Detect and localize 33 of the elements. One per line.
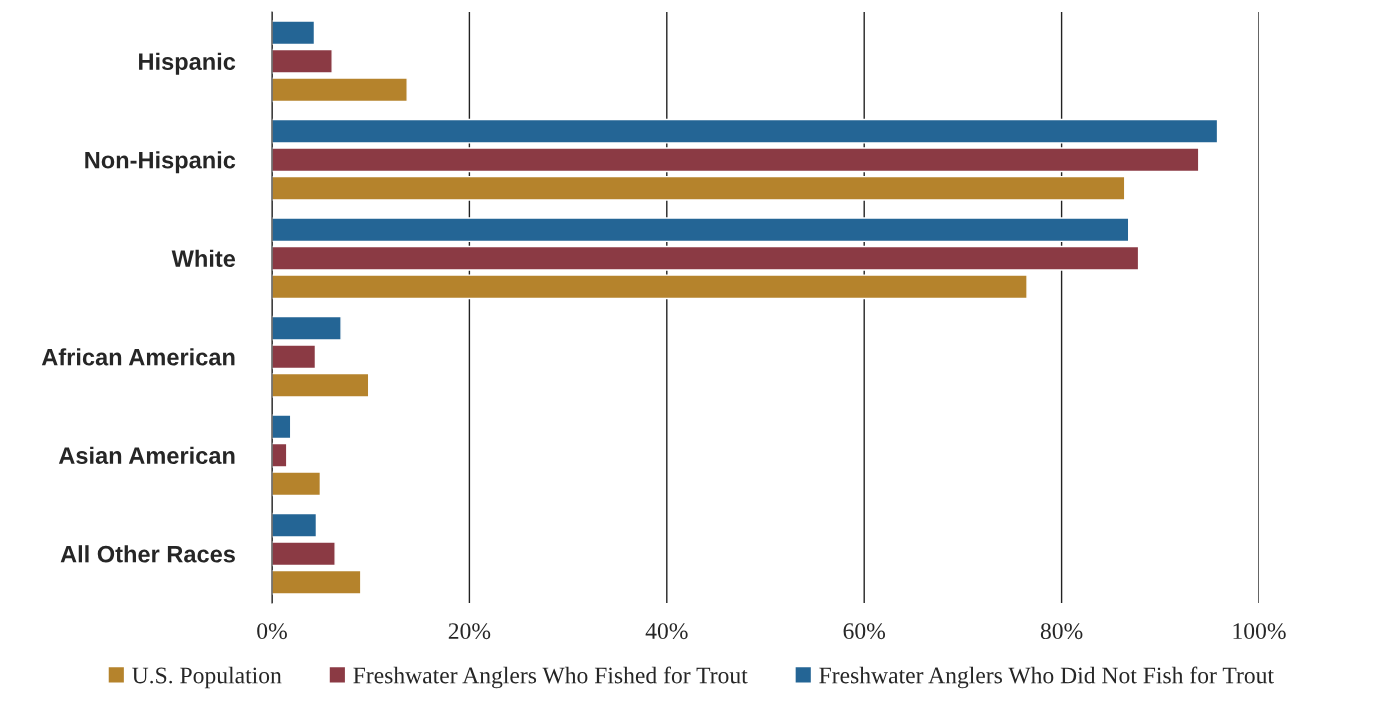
x-tick-label: 0% bbox=[257, 623, 287, 640]
x-tick-label: 40% bbox=[645, 623, 688, 640]
legend-label: Freshwater Anglers Who Fished for Trout bbox=[353, 666, 748, 689]
bar bbox=[272, 315, 342, 341]
bar bbox=[272, 274, 1028, 300]
bar bbox=[272, 414, 292, 440]
bar bbox=[272, 20, 316, 46]
bar bbox=[272, 147, 1200, 173]
bar bbox=[272, 442, 288, 468]
y-tick-label: Asian American bbox=[58, 446, 235, 465]
bar bbox=[272, 118, 1219, 144]
y-tick-label: Hispanic bbox=[139, 52, 236, 75]
bar bbox=[272, 48, 333, 74]
bar bbox=[272, 471, 322, 497]
x-tick-label: 20% bbox=[448, 623, 491, 640]
bar bbox=[272, 175, 1126, 201]
x-tick-label: 100% bbox=[1233, 623, 1286, 640]
y-tick-label: All Other Races bbox=[60, 545, 235, 563]
bar bbox=[272, 541, 336, 567]
bar bbox=[272, 77, 408, 103]
y-tick-label: White bbox=[171, 249, 236, 268]
x-tick-label: 60% bbox=[843, 623, 886, 640]
bar bbox=[272, 344, 317, 370]
bar bbox=[272, 245, 1140, 271]
x-tick-label: 80% bbox=[1040, 623, 1083, 640]
y-tick-label: African American bbox=[41, 348, 235, 366]
bar bbox=[272, 569, 362, 595]
bar bbox=[272, 217, 1130, 243]
y-tick-label: Non-Hispanic bbox=[85, 151, 236, 174]
bar bbox=[272, 372, 370, 398]
bar bbox=[272, 512, 318, 538]
legend-label: Freshwater Anglers Who Did Not Fish for Trout bbox=[819, 666, 1274, 689]
legend-label: U.S. Population bbox=[132, 666, 282, 689]
